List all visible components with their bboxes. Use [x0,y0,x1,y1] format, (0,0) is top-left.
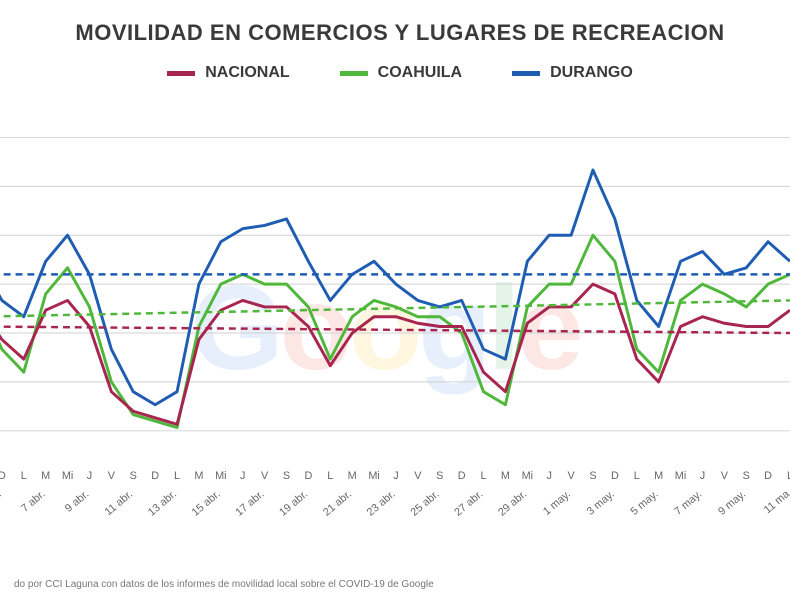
svg-text:25 abr.: 25 abr. [408,488,441,519]
svg-text:L: L [634,470,640,482]
svg-text:7 abr.: 7 abr. [19,488,48,515]
svg-text:Mi: Mi [522,470,533,482]
svg-text:5 abr.: 5 abr. [0,488,4,515]
svg-text:M: M [348,470,357,482]
svg-text:D: D [0,470,6,482]
chart-area: Google SDLMMiJVSDLMMiJVSDLMMiJVSDLMMiJVS… [0,97,790,573]
svg-text:L: L [21,470,27,482]
svg-text:V: V [414,470,422,482]
svg-text:23 abr.: 23 abr. [365,488,398,519]
chart-container: MOVILIDAD EN COMERCIOS Y LUGARES DE RECR… [0,0,800,600]
svg-text:V: V [721,470,729,482]
svg-text:27 abr.: 27 abr. [452,488,485,519]
svg-text:15 abr.: 15 abr. [190,488,223,519]
svg-text:19 abr.: 19 abr. [277,488,310,519]
svg-text:11 abr.: 11 abr. [103,488,136,518]
svg-text:21 abr.: 21 abr. [321,488,354,519]
line-chart-svg: S D L M Mi J V S D L M Mi J V S D L M Mi J V S D L M Mi J V S D L M Mi J V… [0,97,790,573]
svg-text:S: S [589,470,596,482]
legend-swatch [167,71,195,76]
legend-swatch [512,71,540,76]
svg-text:M: M [654,470,663,482]
svg-text:V: V [108,470,116,482]
svg-text:M: M [41,470,50,482]
svg-text:L: L [327,470,333,482]
svg-text:S: S [283,470,290,482]
svg-text:1 may.: 1 may. [541,488,573,518]
svg-text:9 may.: 9 may. [716,488,748,518]
legend-label: DURANGO [550,64,633,82]
legend-swatch [340,71,368,76]
svg-text:L: L [174,470,180,482]
svg-text:V: V [261,470,269,482]
svg-text:7 may.: 7 may. [672,488,704,518]
svg-text:5 may.: 5 may. [629,488,661,518]
svg-text:D: D [764,470,772,482]
svg-text:J: J [87,470,92,482]
svg-text:3 may.: 3 may. [585,488,617,518]
svg-text:Mi: Mi [368,470,379,482]
svg-text:D: D [304,470,312,482]
svg-text:S: S [743,470,750,482]
chart-source-note: do por CCI Laguna con datos de los infor… [10,579,790,590]
svg-text:29 abr.: 29 abr. [496,488,529,519]
svg-text:13 abr.: 13 abr. [146,488,179,519]
svg-text:J: J [700,470,705,482]
svg-text:S: S [130,470,137,482]
svg-text:D: D [151,470,159,482]
svg-text:9 abr.: 9 abr. [63,488,92,515]
svg-text:Mi: Mi [62,470,73,482]
svg-text:J: J [546,470,551,482]
legend: NACIONAL COAHUILA DURANGO [10,64,790,82]
svg-text:V: V [567,470,575,482]
legend-item-nacional: NACIONAL [167,64,289,82]
svg-text:11 ma: 11 ma [762,488,790,517]
chart-title: MOVILIDAD EN COMERCIOS Y LUGARES DE RECR… [10,20,790,46]
svg-text:J: J [240,470,245,482]
svg-text:17 abr.: 17 abr. [233,488,266,519]
legend-item-durango: DURANGO [512,64,633,82]
svg-text:M: M [194,470,203,482]
svg-text:Mi: Mi [215,470,226,482]
svg-text:S: S [436,470,443,482]
svg-text:L: L [480,470,486,482]
svg-text:Mi: Mi [675,470,686,482]
svg-text:L: L [787,470,790,482]
svg-text:D: D [611,470,619,482]
legend-label: COAHUILA [378,64,462,82]
svg-text:D: D [458,470,466,482]
legend-label: NACIONAL [205,64,289,82]
svg-text:J: J [393,470,398,482]
legend-item-coahuila: COAHUILA [340,64,462,82]
svg-text:M: M [501,470,510,482]
